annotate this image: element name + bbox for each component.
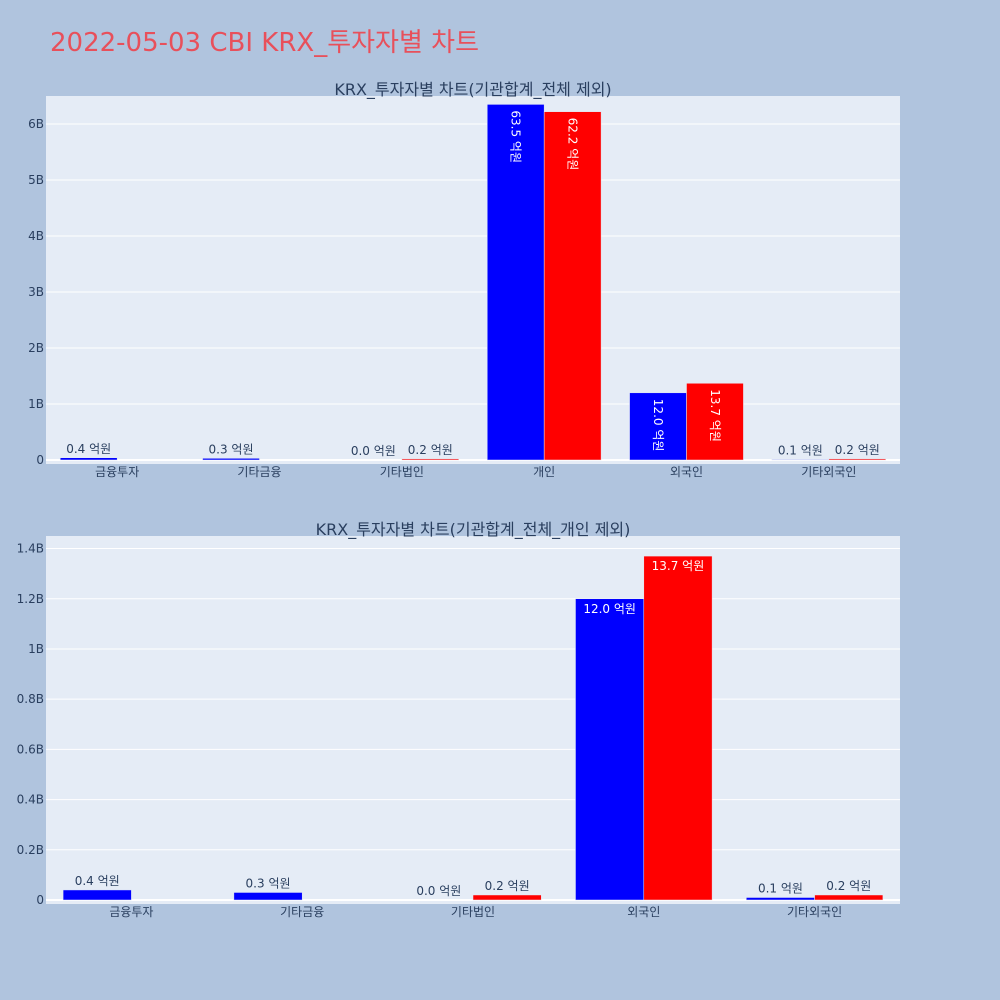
bar — [59, 457, 118, 461]
bar — [771, 459, 830, 461]
y-tick-label: 6B — [28, 117, 44, 131]
bar — [62, 889, 132, 901]
bar — [233, 892, 303, 901]
bar-data-label: 63.5 억원 — [509, 110, 523, 163]
plot-area — [46, 96, 900, 464]
x-tick-label: 기타외국인 — [787, 905, 842, 919]
bar-data-label: 12.0 억원 — [583, 602, 636, 616]
chart-title: KRX_투자자별 차트(기관합계_전체 제외) — [334, 80, 611, 100]
x-tick-label: 개인 — [533, 465, 555, 479]
x-tick-label: 외국인 — [670, 465, 703, 479]
bar-data-label: 62.2 억원 — [566, 118, 580, 171]
bar-data-label: 0.2 억원 — [826, 879, 871, 893]
bar — [814, 894, 884, 901]
y-tick-label: 1B — [28, 642, 44, 656]
y-tick-label: 5B — [28, 173, 44, 187]
y-tick-label: 1.4B — [17, 542, 44, 556]
chart-title: KRX_투자자별 차트(기관합계_전체_개인 제외) — [316, 520, 631, 540]
bar — [202, 458, 260, 461]
x-tick-label: 기타금융 — [280, 905, 324, 919]
x-tick-label: 기타금융 — [237, 465, 281, 479]
chart-excluding-individual: 0 0.2B 0.4B 0.6B 0.8B 1B 1.2B 1.4B 금융투자 0.4 억원기타금… — [17, 520, 900, 919]
bar-data-label: 13.7 억원 — [652, 559, 705, 573]
bar-data-label: 0.3 억원 — [246, 876, 291, 890]
bar-data-label: 0.4 억원 — [66, 442, 111, 456]
bar-data-label: 12.0 억원 — [651, 399, 665, 452]
y-tick-label: 0 — [36, 453, 44, 467]
bar — [828, 458, 887, 461]
bar — [686, 383, 744, 461]
bar-data-label: 0.1 억원 — [778, 443, 823, 457]
bar — [575, 598, 645, 901]
x-tick-label: 외국인 — [627, 905, 660, 919]
bar-data-label: 0.2 억원 — [408, 443, 453, 457]
bar — [629, 392, 687, 461]
bar-data-label: 0.3 억원 — [209, 442, 254, 456]
bar-data-label: 0.2 억원 — [485, 879, 530, 893]
y-tick-label: 0.2B — [17, 843, 44, 857]
y-tick-label: 0.6B — [17, 742, 44, 756]
y-tick-label: 0 — [36, 893, 44, 907]
y-tick-label: 1.2B — [17, 592, 44, 606]
bar-data-label: 0.4 억원 — [75, 874, 120, 888]
bar — [401, 458, 460, 461]
y-tick-label: 3B — [28, 285, 44, 299]
bar — [486, 104, 545, 461]
bar — [643, 555, 713, 901]
page-title: 2022-05-03 CBI KRX_투자자별 차트 — [50, 28, 479, 58]
x-tick-label: 기타법인 — [380, 465, 424, 479]
bar-data-label: 0.1 억원 — [758, 881, 803, 895]
bar-data-label: 0.2 억원 — [835, 443, 880, 457]
bar-data-label: 13.7 억원 — [708, 389, 722, 442]
x-tick-label: 기타법인 — [451, 905, 495, 919]
x-tick-label: 금융투자 — [95, 465, 139, 479]
y-tick-label: 0.4B — [17, 793, 44, 807]
y-tick-label: 2B — [28, 341, 44, 355]
y-tick-label: 0.8B — [17, 692, 44, 706]
x-tick-label: 금융투자 — [109, 905, 153, 919]
x-tick-label: 기타외국인 — [801, 465, 856, 479]
plot-area — [46, 536, 900, 904]
y-tick-label: 4B — [28, 229, 44, 243]
bar — [472, 894, 542, 901]
y-tick-label: 1B — [28, 397, 44, 411]
bar — [543, 111, 602, 461]
bar-data-label: 0.0 억원 — [351, 444, 396, 458]
bar-data-label: 0.0 억원 — [416, 884, 461, 898]
bar — [746, 897, 815, 901]
